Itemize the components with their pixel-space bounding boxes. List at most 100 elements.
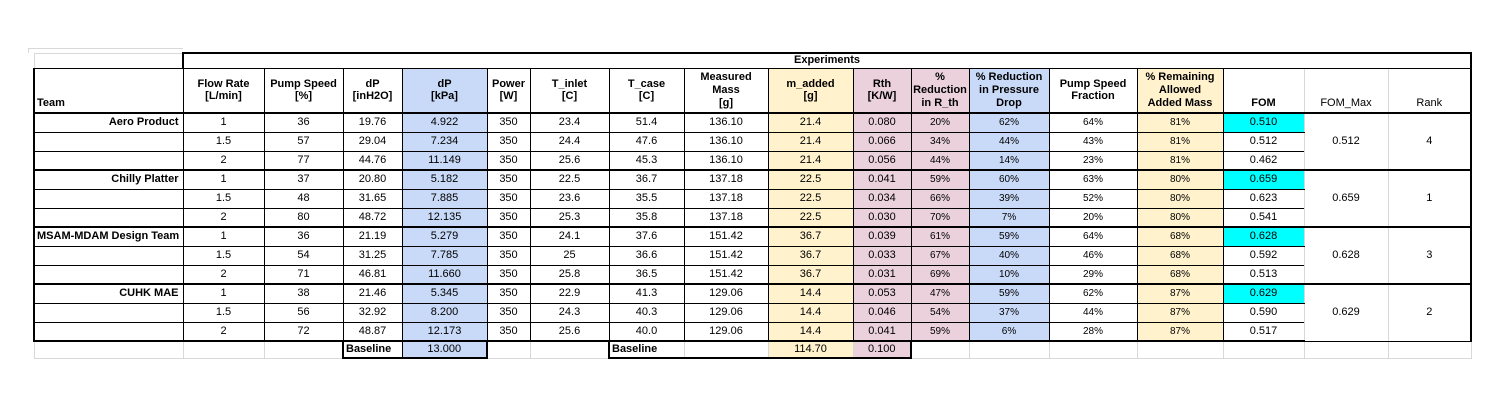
cell-rth[interactable]: 0.033: [852, 245, 912, 266]
cell-rth[interactable]: 0.046: [852, 302, 912, 323]
cell-t-inlet[interactable]: 25.3: [529, 207, 610, 228]
cell-measured-mass[interactable]: 137.18: [683, 169, 769, 190]
cell-t-case[interactable]: 36.7: [608, 169, 685, 190]
cell-m-added[interactable]: 14.4: [767, 321, 854, 342]
cell-fom-highlight[interactable]: 0.629: [1222, 283, 1305, 304]
cell-reduction-rth[interactable]: 59%: [910, 169, 970, 190]
cell-pump-speed-fraction[interactable]: 64%: [1048, 112, 1138, 133]
team-name-cell[interactable]: [33, 245, 184, 266]
cell-remaining-mass[interactable]: 87%: [1136, 283, 1224, 304]
cell-m-added[interactable]: 22.5: [767, 169, 854, 190]
cell-m-added[interactable]: 36.7: [767, 245, 854, 266]
empty-cell[interactable]: [486, 340, 531, 359]
cell-flow-rate[interactable]: 1.5: [182, 131, 265, 152]
cell-t-case[interactable]: 40.0: [608, 321, 685, 342]
team-name-cell[interactable]: CUHK MAE: [33, 283, 184, 304]
cell-pump-speed-fraction[interactable]: 64%: [1048, 226, 1138, 247]
cell-fom[interactable]: 0.512: [1222, 131, 1305, 152]
cell-fom-highlight[interactable]: 0.659: [1222, 169, 1305, 190]
cell-fom-max[interactable]: 0.629: [1303, 283, 1389, 342]
cell-flow-rate[interactable]: 2: [182, 264, 265, 285]
cell-power[interactable]: 350: [486, 226, 531, 247]
cell-remaining-mass[interactable]: 68%: [1136, 226, 1224, 247]
cell-dp-inh2o[interactable]: 46.81: [342, 264, 403, 285]
cell-power[interactable]: 350: [486, 169, 531, 190]
cell-rank[interactable]: 2: [1387, 283, 1473, 342]
cell-power[interactable]: 350: [486, 188, 531, 209]
cell-reduction-rth[interactable]: 61%: [910, 226, 970, 247]
header-dp-kpa[interactable]: dP [kPa]: [401, 67, 488, 114]
cell-fom-max[interactable]: 0.512: [1303, 112, 1389, 171]
cell-fom-max[interactable]: 0.628: [1303, 226, 1389, 285]
cell-reduction-rth[interactable]: 70%: [910, 207, 970, 228]
cell-measured-mass[interactable]: 136.10: [683, 150, 769, 171]
cell-dp-kpa[interactable]: 11.660: [401, 264, 488, 285]
cell-reduction-pressure[interactable]: 10%: [968, 264, 1050, 285]
empty-cell[interactable]: [1387, 340, 1472, 359]
cell-dp-inh2o[interactable]: 31.65: [342, 188, 403, 209]
cell-remaining-mass[interactable]: 81%: [1136, 112, 1224, 133]
header-pump-speed-fraction[interactable]: Pump Speed Fraction: [1048, 67, 1138, 114]
header-pump-speed[interactable]: Pump Speed [%]: [263, 67, 344, 114]
cell-reduction-pressure[interactable]: 59%: [968, 283, 1050, 304]
cell-t-case[interactable]: 36.5: [608, 264, 685, 285]
cell-t-inlet[interactable]: 22.5: [529, 169, 610, 190]
cell-flow-rate[interactable]: 2: [182, 207, 265, 228]
cell-remaining-mass[interactable]: 87%: [1136, 302, 1224, 323]
cell-pump-speed[interactable]: 72: [263, 321, 344, 342]
cell-pump-speed-fraction[interactable]: 20%: [1048, 207, 1138, 228]
cell-pump-speed-fraction[interactable]: 44%: [1048, 302, 1138, 323]
empty-cell[interactable]: [910, 340, 970, 359]
cell-measured-mass[interactable]: 137.18: [683, 207, 769, 228]
header-power[interactable]: Power [W]: [486, 67, 531, 114]
cell-rth[interactable]: 0.080: [852, 112, 912, 133]
header-rank[interactable]: Rank: [1387, 67, 1473, 114]
cell-fom[interactable]: 0.590: [1222, 302, 1305, 323]
cell-fom[interactable]: 0.623: [1222, 188, 1305, 209]
cell-dp-kpa[interactable]: 7.234: [401, 131, 488, 152]
cell-pump-speed-fraction[interactable]: 23%: [1048, 150, 1138, 171]
cell-power[interactable]: 350: [486, 264, 531, 285]
cell-pump-speed[interactable]: 36: [263, 226, 344, 247]
baseline-dp-kpa[interactable]: 13.000: [401, 340, 488, 359]
cell-m-added[interactable]: 14.4: [767, 302, 854, 323]
cell-dp-kpa[interactable]: 5.182: [401, 169, 488, 190]
cell-t-inlet[interactable]: 24.4: [529, 131, 610, 152]
cell-m-added[interactable]: 36.7: [767, 264, 854, 285]
cell-pump-speed-fraction[interactable]: 46%: [1048, 245, 1138, 266]
cell-flow-rate[interactable]: 1: [182, 112, 265, 133]
cell-pump-speed[interactable]: 37: [263, 169, 344, 190]
cell-pump-speed-fraction[interactable]: 63%: [1048, 169, 1138, 190]
cell-dp-inh2o[interactable]: 21.46: [342, 283, 403, 304]
header-fom-max[interactable]: FOM_Max: [1303, 67, 1389, 114]
cell-fom[interactable]: 0.513: [1222, 264, 1305, 285]
cell-dp-kpa[interactable]: 8.200: [401, 302, 488, 323]
cell-dp-kpa[interactable]: 11.149: [401, 150, 488, 171]
header-t-case[interactable]: T_case [C]: [608, 67, 685, 114]
header-flow-rate[interactable]: Flow Rate [L/min]: [182, 67, 265, 114]
cell-t-inlet[interactable]: 25: [529, 245, 610, 266]
cell-flow-rate[interactable]: 1.5: [182, 302, 265, 323]
team-name-cell[interactable]: [33, 321, 184, 342]
cell-t-case[interactable]: 35.8: [608, 207, 685, 228]
cell-fom[interactable]: 0.592: [1222, 245, 1305, 266]
cell-reduction-pressure[interactable]: 40%: [968, 245, 1050, 266]
team-name-cell[interactable]: [33, 131, 184, 152]
cell-pump-speed[interactable]: 57: [263, 131, 344, 152]
cell-power[interactable]: 350: [486, 131, 531, 152]
cell-fom[interactable]: 0.541: [1222, 207, 1305, 228]
empty-cell[interactable]: [529, 340, 610, 359]
cell-dp-inh2o[interactable]: 48.72: [342, 207, 403, 228]
cell-measured-mass[interactable]: 151.42: [683, 264, 769, 285]
cell-reduction-rth[interactable]: 59%: [910, 321, 970, 342]
cell-m-added[interactable]: 22.5: [767, 188, 854, 209]
cell-t-inlet[interactable]: 24.1: [529, 226, 610, 247]
cell-t-case[interactable]: 45.3: [608, 150, 685, 171]
cell-reduction-pressure[interactable]: 62%: [968, 112, 1050, 133]
cell-t-case[interactable]: 41.3: [608, 283, 685, 304]
cell-reduction-pressure[interactable]: 59%: [968, 226, 1050, 247]
cell-measured-mass[interactable]: 137.18: [683, 188, 769, 209]
cell-measured-mass[interactable]: 136.10: [683, 131, 769, 152]
team-name-cell[interactable]: [33, 264, 184, 285]
cell-m-added[interactable]: 21.4: [767, 150, 854, 171]
